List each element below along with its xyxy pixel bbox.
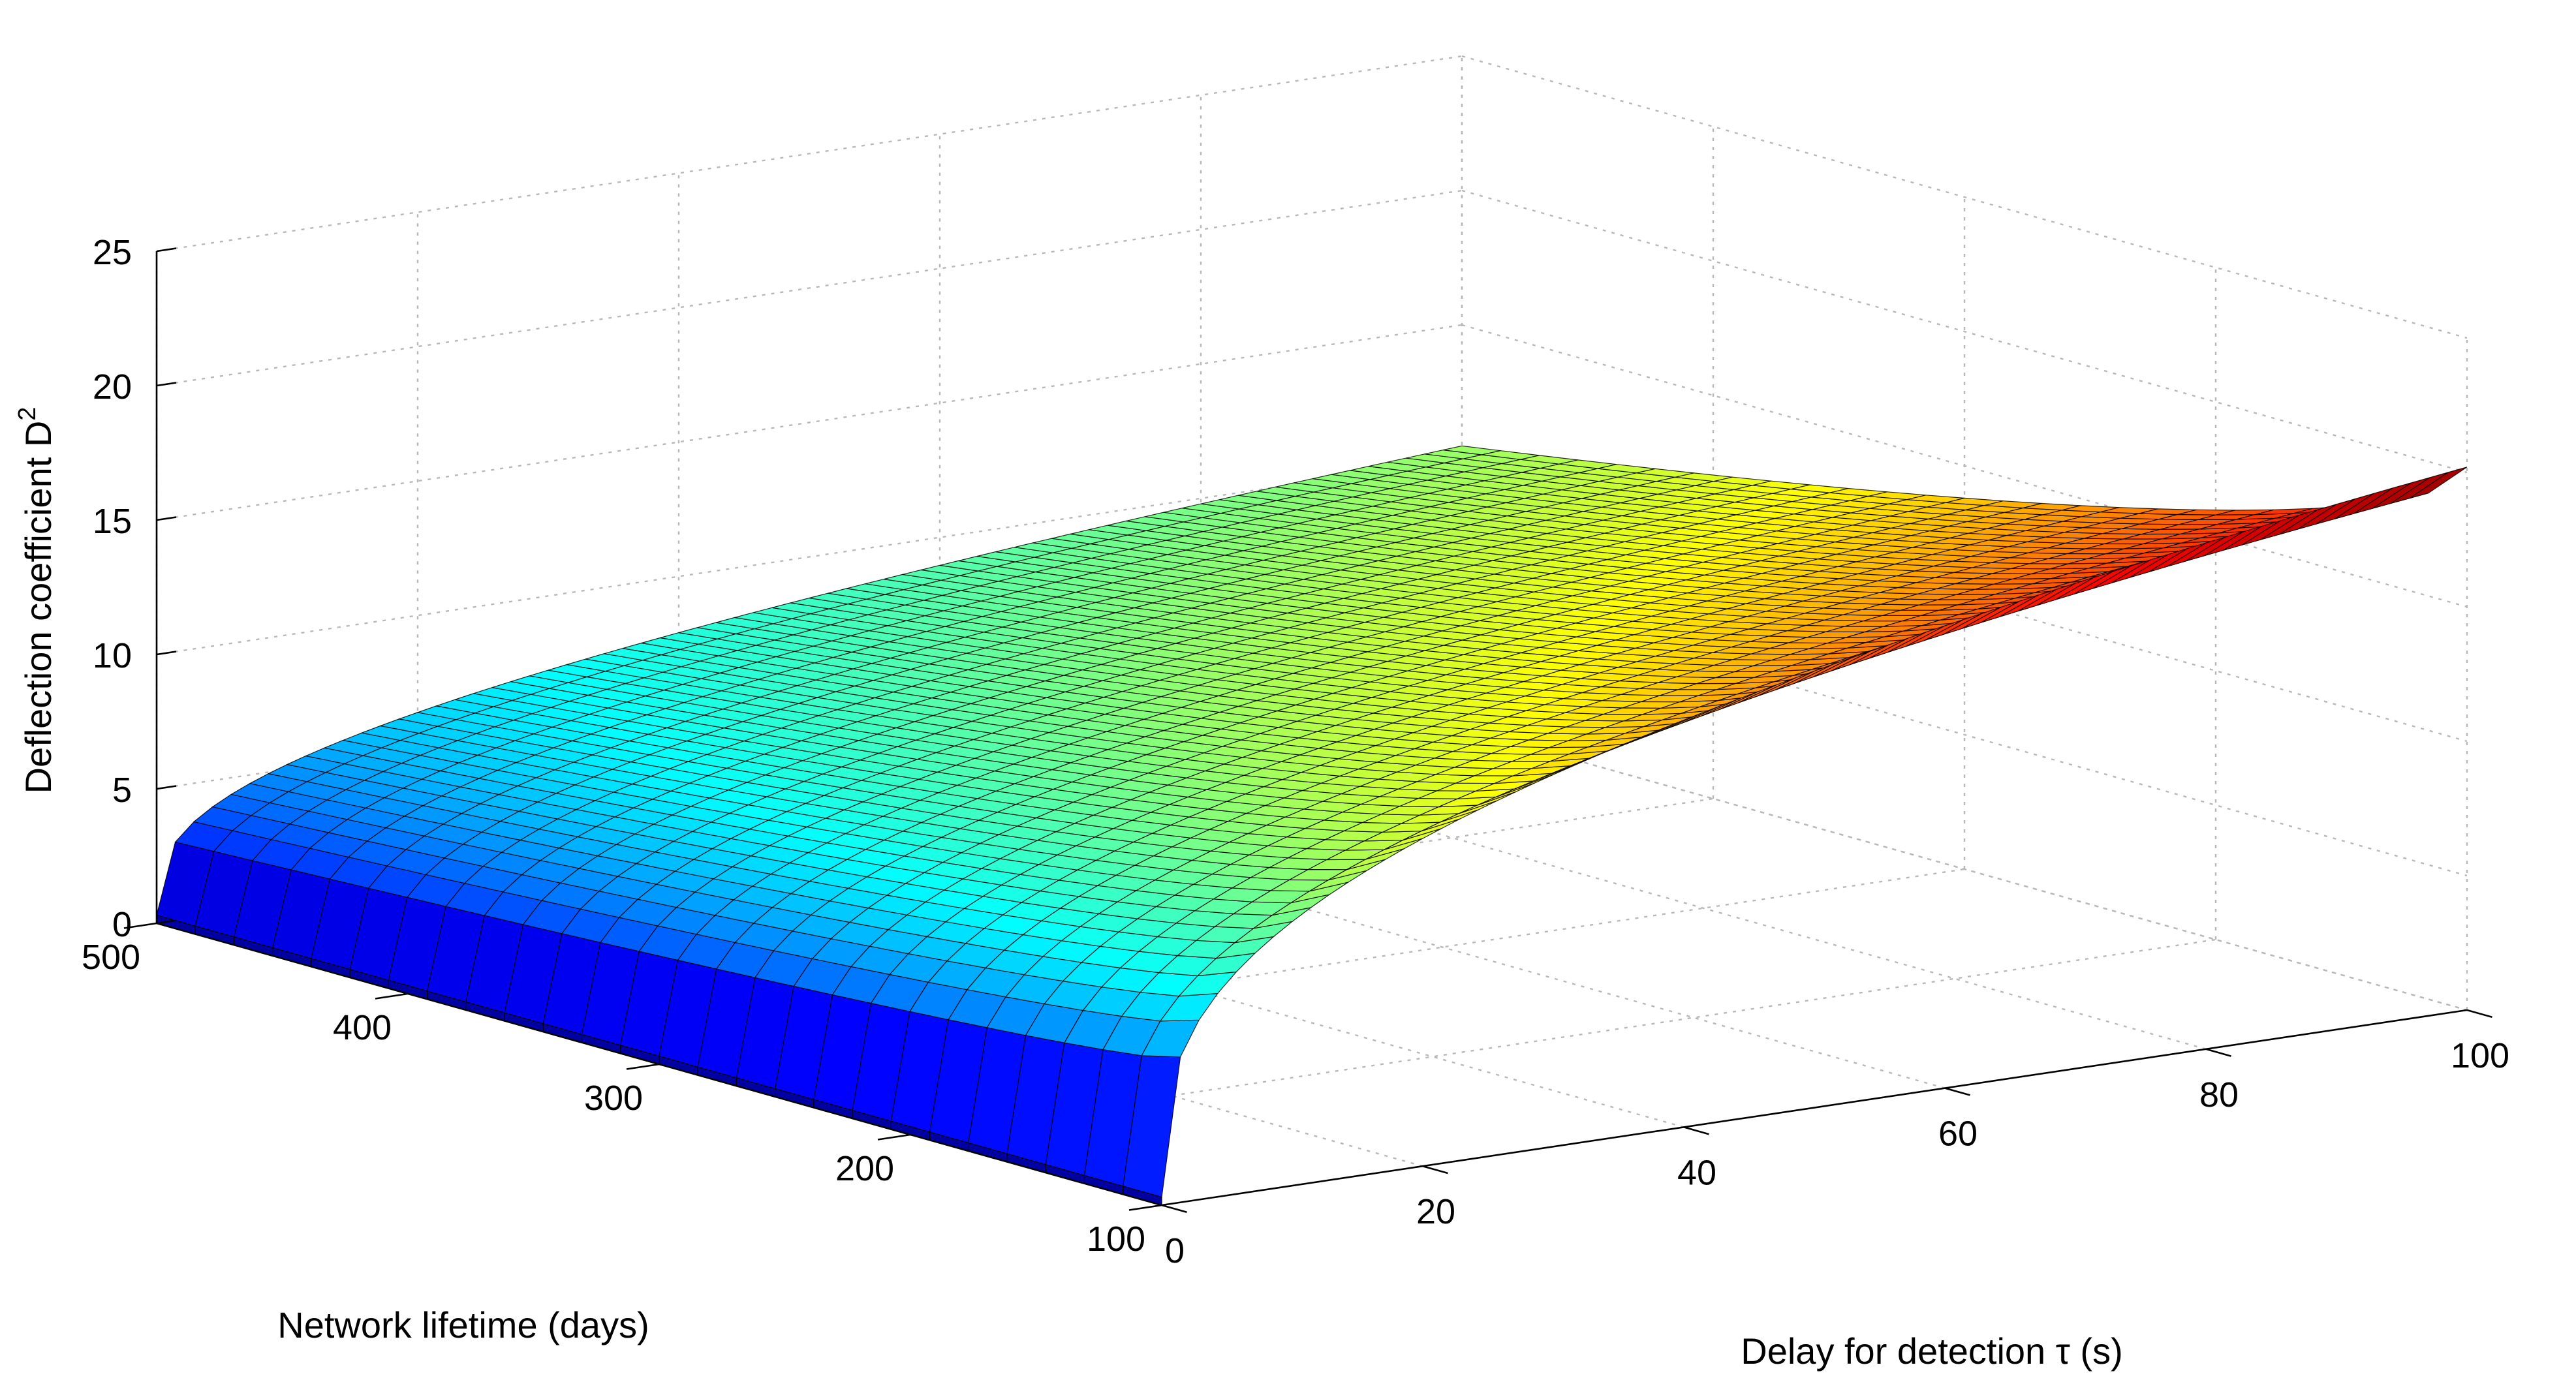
z-tick-label: 15 <box>93 502 132 541</box>
y-tick-mark-1 <box>877 1133 911 1141</box>
y-axis-title: Network lifetime (days) <box>277 1304 649 1345</box>
y-tick-label: 400 <box>333 1008 392 1047</box>
y-tick-label: 100 <box>1087 1220 1145 1259</box>
x-tick-label: 80 <box>2199 1075 2239 1114</box>
y-tick-label: 500 <box>82 938 140 977</box>
z-tick-label: 10 <box>93 636 132 675</box>
z-tick-label: 5 <box>112 771 132 810</box>
grid-line-sidewall-z-0 <box>1461 727 2468 1011</box>
grid-line-sidewall-z-4 <box>1461 189 2468 474</box>
grid-line-sidewall-z-5 <box>1461 55 2468 339</box>
z-tick-mark-5 <box>156 247 177 253</box>
z-axis-title: Deflection coefficient D2 <box>14 407 59 794</box>
x-tick-mark-2 <box>1683 1126 1709 1135</box>
grid-line-backwall-z-2 <box>156 458 1463 656</box>
grid-line-backwall-z-3 <box>156 324 1463 521</box>
y-tick-mark-0 <box>1128 1204 1162 1211</box>
z-tick-label: 20 <box>93 367 132 407</box>
z-tick-mark-1 <box>156 785 177 790</box>
x-axis-line <box>1161 1009 2468 1206</box>
x-tick-label: 20 <box>1416 1192 1455 1231</box>
z-tick-mark-4 <box>156 382 177 387</box>
y-tick-mark-2 <box>626 1063 660 1070</box>
grid-line-sidewall-z-3 <box>1461 324 2468 608</box>
z-tick-label: 0 <box>112 905 132 944</box>
x-tick-label: 40 <box>1677 1153 1716 1192</box>
grid-line-backwall-z-4 <box>156 189 1463 387</box>
x-tick-mark-4 <box>2205 1048 2231 1057</box>
x-tick-label: 100 <box>2451 1036 2509 1075</box>
z-tick-mark-0 <box>156 919 177 925</box>
y-tick-label: 300 <box>584 1079 643 1118</box>
surface-patch <box>2409 467 2468 499</box>
x-tick-mark-1 <box>1422 1165 1448 1175</box>
z-tick-label: 25 <box>93 233 132 272</box>
x-tick-mark-0 <box>1161 1204 1187 1214</box>
x-tick-label: 60 <box>1938 1114 1978 1154</box>
label-layer: Delay for detection τ (s) Network lifeti… <box>14 407 2123 1372</box>
y-tick-mark-3 <box>375 992 409 1000</box>
z-tick-mark-2 <box>156 651 177 656</box>
x-tick-mark-3 <box>1944 1087 1970 1096</box>
grid-line-backwall-z-5 <box>156 55 1463 253</box>
z-tick-mark-3 <box>156 516 177 521</box>
x-axis-title: Delay for detection τ (s) <box>1741 1330 2122 1372</box>
x-tick-mark-5 <box>2466 1009 2492 1019</box>
y-tick-mark-4 <box>123 922 157 929</box>
surface-layer <box>156 445 2468 1206</box>
z-axis-title-superscript: 2 <box>14 407 41 421</box>
z-axis-title-main: Deflection coefficient D <box>18 421 59 794</box>
x-tick-label: 0 <box>1165 1231 1185 1270</box>
y-tick-label: 200 <box>835 1149 894 1188</box>
